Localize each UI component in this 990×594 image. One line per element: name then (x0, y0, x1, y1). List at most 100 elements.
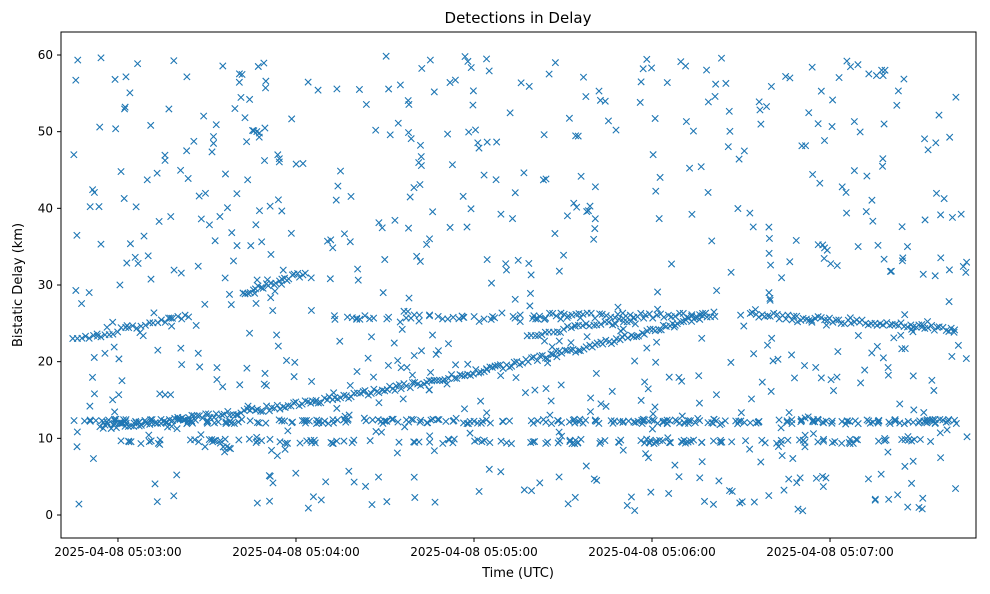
data-point (898, 345, 906, 353)
data-point (410, 473, 418, 481)
data-point (184, 174, 192, 183)
data-point (749, 223, 757, 231)
data-point (449, 439, 457, 447)
data-point (924, 324, 932, 332)
data-point (617, 327, 625, 335)
data-point (737, 311, 745, 319)
data-point (498, 309, 506, 317)
data-point (937, 211, 945, 219)
data-point (492, 176, 500, 184)
data-point (584, 207, 593, 215)
data-point (277, 280, 286, 288)
data-point (623, 501, 631, 510)
data-point (570, 415, 579, 423)
data-point (370, 385, 378, 393)
data-point (73, 443, 81, 451)
data-point (602, 311, 610, 320)
data-point (300, 417, 309, 425)
data-point (85, 334, 93, 342)
data-point (266, 435, 274, 443)
data-point (375, 389, 383, 397)
data-point (372, 126, 380, 134)
data-point (788, 316, 796, 324)
data-point (406, 193, 414, 201)
data-point (147, 121, 155, 129)
data-point (354, 276, 362, 284)
data-point (831, 438, 839, 446)
data-point (885, 495, 893, 503)
x-tick-label: 2025-04-08 05:07:00 (766, 545, 893, 559)
data-point (575, 346, 583, 355)
data-point (717, 54, 726, 62)
data-point (856, 128, 864, 136)
data-point (710, 308, 718, 316)
data-point (904, 503, 912, 511)
data-point (801, 431, 809, 439)
data-point (557, 432, 566, 440)
data-point (267, 294, 275, 302)
data-point (374, 473, 383, 481)
data-point (820, 137, 829, 145)
data-point (470, 417, 478, 425)
data-point (459, 192, 467, 200)
data-point (475, 144, 483, 152)
data-point (431, 498, 439, 506)
data-point (253, 276, 261, 284)
data-point (660, 313, 668, 321)
data-point (245, 329, 254, 337)
data-point (220, 410, 228, 418)
data-point (284, 402, 292, 410)
data-point (150, 309, 158, 317)
data-point (423, 240, 431, 249)
data-point (221, 448, 229, 456)
data-point (416, 180, 424, 189)
data-point (780, 486, 788, 494)
data-point (73, 231, 81, 239)
data-point (265, 497, 274, 505)
data-point (166, 314, 175, 322)
data-point (193, 412, 201, 420)
data-point (923, 419, 931, 427)
data-point (154, 319, 162, 327)
data-point (736, 499, 744, 507)
data-point (210, 437, 218, 445)
data-point (101, 349, 109, 357)
data-point (464, 57, 472, 65)
data-point (143, 176, 151, 184)
data-point (309, 493, 318, 501)
data-point (278, 207, 286, 215)
data-point (819, 482, 827, 491)
data-point (494, 361, 502, 370)
data-point (554, 416, 562, 425)
data-point (190, 137, 198, 145)
x-tick-label: 2025-04-08 05:05:00 (410, 545, 537, 559)
data-point (426, 438, 434, 446)
data-point (542, 439, 550, 448)
data-point (577, 172, 585, 180)
data-point (945, 298, 953, 306)
data-point (545, 70, 553, 78)
data-point (559, 251, 568, 259)
data-point (122, 73, 130, 81)
data-point (939, 416, 947, 424)
data-point (582, 462, 590, 470)
data-point (430, 447, 439, 455)
data-point (345, 411, 353, 419)
data-point (265, 472, 273, 480)
data-point (715, 477, 723, 485)
data-point (643, 344, 651, 352)
data-point (205, 221, 214, 229)
data-point (611, 320, 620, 328)
data-point (295, 273, 304, 281)
data-point (118, 377, 126, 385)
data-point (854, 61, 862, 69)
data-point (439, 377, 447, 385)
data-point (508, 215, 517, 223)
data-point (216, 212, 224, 221)
data-point (444, 435, 452, 443)
data-point (394, 418, 402, 426)
data-point (646, 325, 654, 333)
data-point (711, 92, 719, 101)
x-axis: 2025-04-08 05:03:00 2025-04-08 05:04:00 20… (54, 538, 894, 559)
